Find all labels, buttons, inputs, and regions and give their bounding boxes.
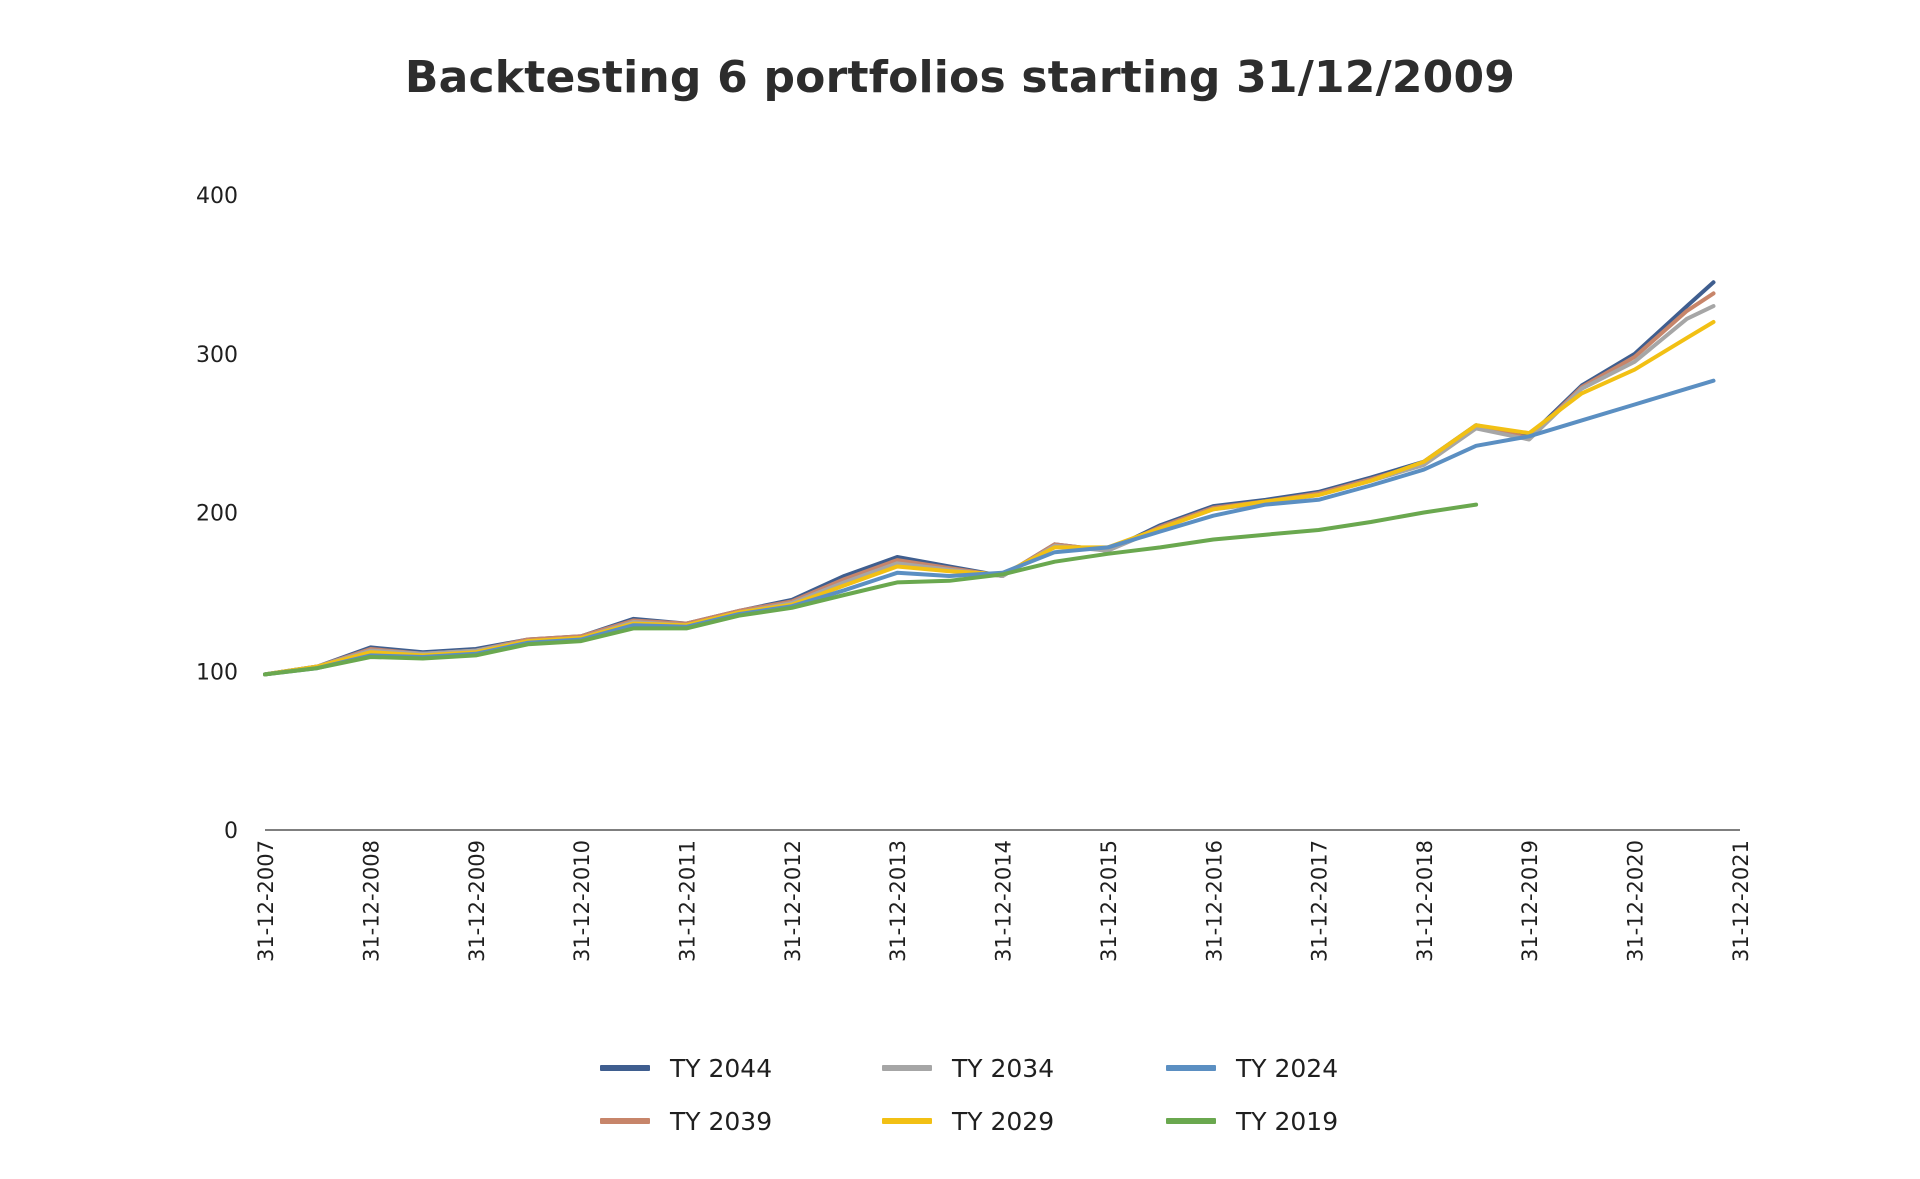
x-tick-label: 31-12-2009 — [465, 840, 489, 962]
legend-swatch — [1166, 1065, 1216, 1071]
legend-item-ty-2019: TY 2019 — [1166, 1103, 1338, 1139]
legend-item-ty-2024: TY 2024 — [1166, 1050, 1338, 1086]
y-tick-label: 200 — [196, 502, 238, 527]
legend: TY 2044 TY 2034 TY 2024 TY 2039 TY 2029 TY 20… — [600, 1050, 1380, 1160]
legend-item-ty-2034: TY 2034 — [882, 1050, 1054, 1086]
x-tick-label: 31-12-2008 — [360, 840, 384, 962]
x-tick-label: 31-12-2015 — [1097, 840, 1121, 962]
legend-label: TY 2039 — [670, 1106, 773, 1136]
x-tick-label: 31-12-2017 — [1308, 840, 1332, 962]
y-tick-label: 0 — [224, 819, 238, 844]
legend-swatch — [882, 1118, 932, 1124]
x-tick-label: 31-12-2016 — [1202, 840, 1226, 962]
legend-item-ty-2044: TY 2044 — [600, 1050, 772, 1086]
series-line-ty-2029 — [263, 320, 1716, 677]
x-axis: 31-12-2007 31-12-2008 31-12-2009 31-12-2010… — [254, 829, 1753, 962]
y-tick-labels: 0 100 200 300 400 — [196, 184, 238, 844]
x-tick-label: 31-12-2021 — [1729, 840, 1753, 962]
x-tick-label: 31-12-2010 — [570, 840, 594, 962]
legend-swatch — [600, 1065, 650, 1071]
legend-swatch — [600, 1118, 650, 1124]
x-tick-label: 31-12-2018 — [1413, 840, 1437, 962]
series-line-ty-2024 — [263, 378, 1716, 677]
legend-label: TY 2044 — [670, 1053, 773, 1083]
x-tick-label: 31-12-2007 — [254, 840, 278, 962]
series-line-ty-2034 — [263, 304, 1716, 677]
x-tick-label: 31-12-2012 — [781, 840, 805, 962]
series-line-ty-2019 — [263, 502, 1479, 677]
legend-swatch — [1166, 1118, 1216, 1124]
series-lines — [263, 280, 1716, 677]
x-tick-label: 31-12-2014 — [992, 840, 1016, 962]
x-tick-label: 31-12-2013 — [886, 840, 910, 962]
x-tick-label: 31-12-2011 — [675, 840, 699, 962]
x-tick-label: 31-12-2020 — [1624, 840, 1648, 962]
series-line-ty-2039 — [263, 291, 1716, 677]
legend-item-ty-2029: TY 2029 — [882, 1103, 1054, 1139]
legend-label: TY 2034 — [952, 1053, 1055, 1083]
x-tick-label: 31-12-2019 — [1518, 840, 1542, 962]
legend-label: TY 2029 — [952, 1106, 1055, 1136]
chart-title: Backtesting 6 portfolios starting 31/12/… — [404, 52, 1516, 103]
series-line-ty-2044 — [263, 280, 1716, 677]
legend-label: TY 2019 — [1236, 1106, 1339, 1136]
legend-label: TY 2024 — [1236, 1053, 1339, 1083]
legend-item-ty-2039: TY 2039 — [600, 1103, 772, 1139]
y-tick-label: 300 — [196, 343, 238, 368]
y-tick-label: 100 — [196, 660, 238, 685]
y-tick-label: 400 — [196, 184, 238, 209]
legend-swatch — [882, 1065, 932, 1071]
